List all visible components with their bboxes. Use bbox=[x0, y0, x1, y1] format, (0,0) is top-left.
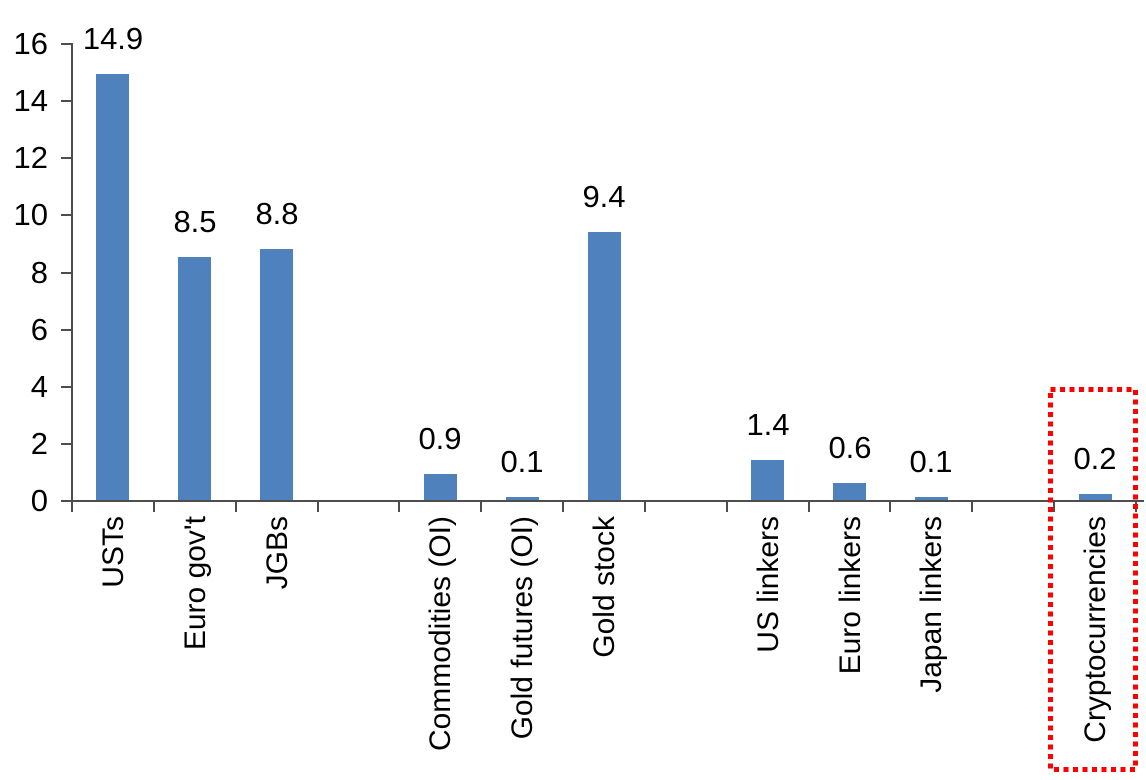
y-tick bbox=[61, 500, 72, 502]
category-label-usts: USTs bbox=[97, 516, 130, 588]
y-tick bbox=[61, 271, 72, 274]
category-label-jgbs: JGBs bbox=[261, 516, 294, 590]
bar-gold-futures-oi bbox=[506, 497, 539, 500]
x-tick bbox=[889, 502, 892, 512]
value-label-japan-linkers: 0.1 bbox=[909, 444, 953, 479]
x-tick bbox=[643, 502, 646, 512]
y-tick bbox=[61, 442, 72, 445]
category-label-euro-linkers: Euro linkers bbox=[834, 516, 867, 675]
x-tick bbox=[480, 502, 483, 512]
category-label-japan-linkers: Japan linkers bbox=[915, 516, 948, 693]
value-label-us-linkers: 1.4 bbox=[746, 407, 790, 442]
x-tick bbox=[71, 502, 73, 512]
y-tick-label: 6 bbox=[30, 311, 48, 347]
category-label-us-linkers: US linkers bbox=[752, 516, 785, 653]
bar-jgbs bbox=[260, 249, 293, 500]
bar-cryptocurrencies bbox=[1079, 494, 1112, 500]
y-tick bbox=[61, 157, 72, 160]
category-label-commodities-oi: Commodities (OI) bbox=[424, 516, 457, 752]
x-tick bbox=[234, 502, 237, 512]
bar-euro-linkers bbox=[833, 483, 866, 500]
y-tick-label: 0 bbox=[30, 483, 48, 518]
y-tick-label: 16 bbox=[13, 26, 48, 61]
x-tick bbox=[316, 502, 319, 512]
value-label-euro-linkers: 0.6 bbox=[828, 430, 872, 465]
y-tick bbox=[61, 328, 72, 331]
x-tick bbox=[725, 502, 728, 512]
value-label-usts: 14.9 bbox=[82, 21, 144, 56]
y-tick-label: 12 bbox=[13, 140, 48, 176]
value-label-euro-gov-t: 8.5 bbox=[173, 204, 217, 239]
x-tick bbox=[398, 502, 401, 512]
category-label-gold-futures-oi: Gold futures (OI) bbox=[506, 516, 539, 740]
bar-us-linkers bbox=[751, 460, 784, 500]
y-tick-label: 10 bbox=[13, 197, 48, 233]
category-label-gold-stock: Gold stock bbox=[588, 516, 621, 658]
y-tick-label: 8 bbox=[30, 254, 48, 290]
x-tick bbox=[1053, 502, 1056, 512]
x-tick bbox=[971, 502, 974, 512]
category-label-euro-gov-t: Euro gov't bbox=[179, 516, 212, 651]
value-label-gold-stock: 9.4 bbox=[582, 179, 626, 214]
y-tick-label: 2 bbox=[30, 425, 48, 461]
y-tick bbox=[61, 214, 72, 217]
x-tick bbox=[807, 502, 810, 512]
x-axis-line bbox=[71, 500, 1144, 502]
bar-usts bbox=[96, 74, 129, 500]
y-tick bbox=[61, 100, 72, 103]
y-tick-label: 4 bbox=[30, 368, 48, 404]
y-tick-label: 14 bbox=[13, 83, 48, 119]
x-tick bbox=[1135, 502, 1137, 512]
y-tick bbox=[61, 385, 72, 388]
value-label-gold-futures-oi: 0.1 bbox=[500, 444, 544, 479]
value-label-cryptocurrencies: 0.2 bbox=[1073, 441, 1117, 476]
bar-euro-gov-t bbox=[178, 257, 211, 500]
y-axis-line bbox=[71, 43, 73, 502]
bar-commodities-oi bbox=[424, 474, 457, 500]
bar-gold-stock bbox=[588, 232, 621, 500]
value-label-commodities-oi: 0.9 bbox=[418, 421, 462, 456]
x-tick bbox=[152, 502, 155, 512]
value-label-jgbs: 8.8 bbox=[255, 196, 299, 231]
category-label-cryptocurrencies: Cryptocurrencies bbox=[1079, 516, 1112, 743]
x-tick bbox=[562, 502, 565, 512]
y-tick bbox=[61, 43, 72, 45]
bar-japan-linkers bbox=[915, 497, 948, 500]
